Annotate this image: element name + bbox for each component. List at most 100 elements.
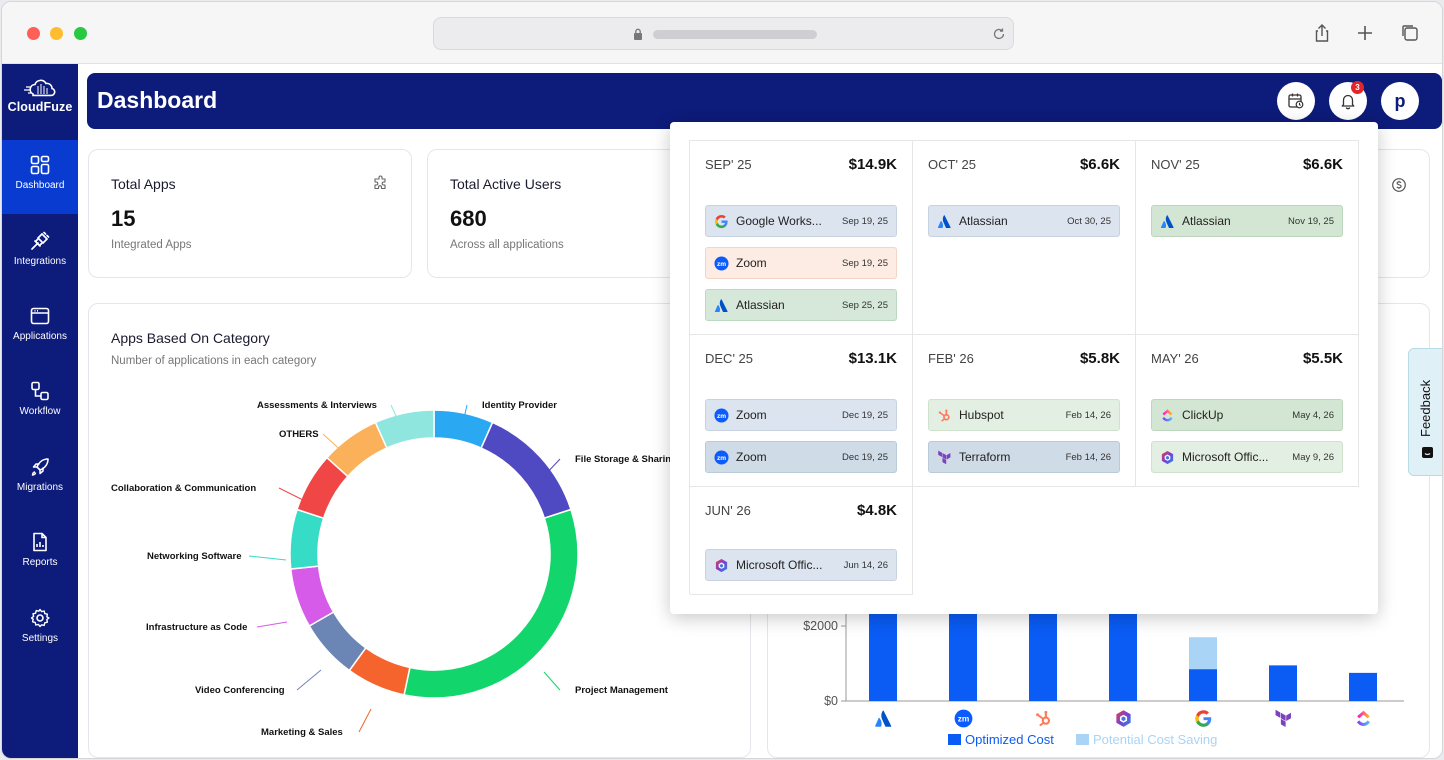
svg-text:zm: zm <box>958 714 970 724</box>
svg-text:zm: zm <box>717 260 726 267</box>
sidebar-item-migrations[interactable]: Migrations <box>2 442 78 516</box>
renewal-month-cell: OCT' 25 $6.6K Atlassian Oct 30, 25 <box>913 141 1136 335</box>
renewal-app-date: Sep 25, 25 <box>842 299 888 311</box>
bar-google-workspace-saving[interactable] <box>1189 637 1217 670</box>
sidebar-item-applications[interactable]: Applications <box>2 291 78 365</box>
logo-text: CloudFuze <box>7 100 73 114</box>
sidebar-item-reports[interactable]: Reports <box>2 517 78 591</box>
renewal-app-chip[interactable]: Google Works... Sep 19, 25 <box>705 205 897 237</box>
renewal-app-chip[interactable]: zm Zoom Dec 19, 25 <box>705 399 897 431</box>
url-placeholder <box>653 30 817 39</box>
atlassian-icon <box>937 214 952 229</box>
close-window-button[interactable] <box>27 27 40 40</box>
feedback-icon <box>1422 447 1433 458</box>
page-header: Dashboard 3 p <box>87 73 1442 129</box>
donut-slice[interactable] <box>480 421 572 520</box>
share-icon[interactable] <box>1311 22 1333 44</box>
zoom-icon: zm <box>714 449 729 465</box>
donut-label: Marketing & Sales <box>261 727 343 738</box>
stat-value: 15 <box>111 206 136 231</box>
donut-label-leader <box>296 669 322 691</box>
renewal-app-chip[interactable]: Microsoft Offic... Jun 14, 26 <box>705 549 897 581</box>
hubspot-icon <box>1036 710 1051 727</box>
renewal-month-label: NOV' 25 <box>1151 157 1200 172</box>
new-tab-icon[interactable] <box>1354 22 1376 44</box>
stat-subtitle: Across all applications <box>450 239 564 251</box>
address-bar[interactable] <box>433 17 1014 50</box>
reload-icon[interactable] <box>991 26 1007 42</box>
renewal-app-chip[interactable]: Atlassian Oct 30, 25 <box>928 205 1120 237</box>
workflow-icon <box>31 381 49 401</box>
chart-title: Apps Based On Category <box>111 330 270 346</box>
renewal-app-chip[interactable]: ClickUp May 4, 26 <box>1151 399 1343 431</box>
stat-subtitle: Integrated Apps <box>111 239 192 251</box>
donut-label-leader <box>543 458 561 477</box>
renewal-app-chip[interactable]: Atlassian Nov 19, 25 <box>1151 205 1343 237</box>
cloudfuze-logo[interactable]: CloudFuze <box>2 78 78 114</box>
renewal-app-date: Oct 30, 25 <box>1067 215 1111 227</box>
total-apps-card[interactable]: Total Apps 15 Integrated Apps <box>88 149 412 278</box>
donut-slice[interactable] <box>289 508 325 570</box>
bar-google-workspace-optimized[interactable] <box>1189 669 1217 701</box>
stat-title: Total Apps <box>111 176 176 192</box>
notifications-button[interactable]: 3 <box>1329 81 1367 120</box>
renewal-app-date: Feb 14, 26 <box>1065 451 1111 463</box>
donut-label: Networking Software <box>147 551 242 562</box>
donut-label: Project Management <box>575 685 668 696</box>
sidebar-item-dashboard[interactable]: Dashboard <box>2 140 78 214</box>
sidebar-item-integrations[interactable]: Integrations <box>2 216 78 290</box>
sidebar-item-label: Reports <box>22 557 58 568</box>
sidebar-item-label: Integrations <box>13 256 67 267</box>
renewal-app-chip[interactable]: Microsoft Offic... May 9, 26 <box>1151 441 1343 473</box>
clickup-icon <box>1160 408 1175 423</box>
renewal-month-cell: MAY' 26 $5.5K ClickUp May 4, 26 Microsoft Of… <box>1136 335 1359 487</box>
microsoft-office-icon <box>714 558 729 573</box>
bar-terraform-optimized[interactable] <box>1269 665 1297 701</box>
user-avatar-button[interactable]: p <box>1381 82 1419 120</box>
renewal-app-date: Sep 19, 25 <box>842 215 888 227</box>
hubspot-icon <box>937 408 952 423</box>
svg-text:zm: zm <box>717 454 726 461</box>
apps-by-category-card: Apps Based On Category Number of applica… <box>88 303 751 758</box>
renewal-month-amount: $6.6K <box>1079 156 1120 173</box>
terraform-icon <box>1275 709 1291 728</box>
zoom-icon: zm <box>714 255 729 271</box>
legend-item[interactable]: Potential Cost Saving <box>1076 732 1217 747</box>
sidebar-item-settings[interactable]: Settings <box>2 593 78 667</box>
renewal-app-chip[interactable]: zm Zoom Dec 19, 25 <box>705 441 897 473</box>
renewal-month-amount: $13.1K <box>848 350 897 367</box>
donut-label-leader <box>390 404 404 432</box>
feedback-label: Feedback <box>1418 379 1433 437</box>
legend-item[interactable]: Optimized Cost <box>948 732 1054 747</box>
renewal-calendar-button[interactable] <box>1277 82 1315 120</box>
renewal-month-amount: $4.8K <box>856 502 897 519</box>
renewal-month-cell: JUN' 26 $4.8K Microsoft Offic... Jun 14, 26 <box>690 487 913 595</box>
donut-slice[interactable] <box>374 409 435 450</box>
bar-clickup-optimized[interactable] <box>1349 672 1377 701</box>
sidebar-item-workflow[interactable]: Workflow <box>2 366 78 440</box>
renewal-app-chip[interactable]: Atlassian Sep 25, 25 <box>705 289 897 321</box>
zoom-window-button[interactable] <box>74 27 87 40</box>
atlassian-icon <box>1160 214 1175 229</box>
legend-swatch <box>1076 734 1089 745</box>
renewal-app-date: Sep 19, 25 <box>842 257 888 269</box>
donut-label-leader <box>248 555 287 561</box>
renewal-app-chip[interactable]: Terraform Feb 14, 26 <box>928 441 1120 473</box>
renewal-app-chip[interactable]: Hubspot Feb 14, 26 <box>928 399 1120 431</box>
atlassian-icon <box>714 298 729 313</box>
donut-label: Infrastructure as Code <box>146 622 248 633</box>
minimize-window-button[interactable] <box>50 27 63 40</box>
donut-label: Video Conferencing <box>195 685 285 696</box>
renewal-month-amount: $14.9K <box>848 156 897 173</box>
donut-slice[interactable] <box>403 508 579 699</box>
zoom-icon: zm <box>954 709 973 728</box>
sidebar-item-label: Settings <box>21 633 59 644</box>
donut-label-leader <box>358 708 372 733</box>
tabs-overview-icon[interactable] <box>1399 22 1421 44</box>
feedback-tab[interactable]: Feedback <box>1408 348 1442 476</box>
zoom-icon: zm <box>714 407 729 423</box>
clickup-icon <box>1356 710 1371 726</box>
chart-subtitle: Number of applications in each category <box>111 355 317 367</box>
renewal-app-chip[interactable]: zm Zoom Sep 19, 25 <box>705 247 897 279</box>
